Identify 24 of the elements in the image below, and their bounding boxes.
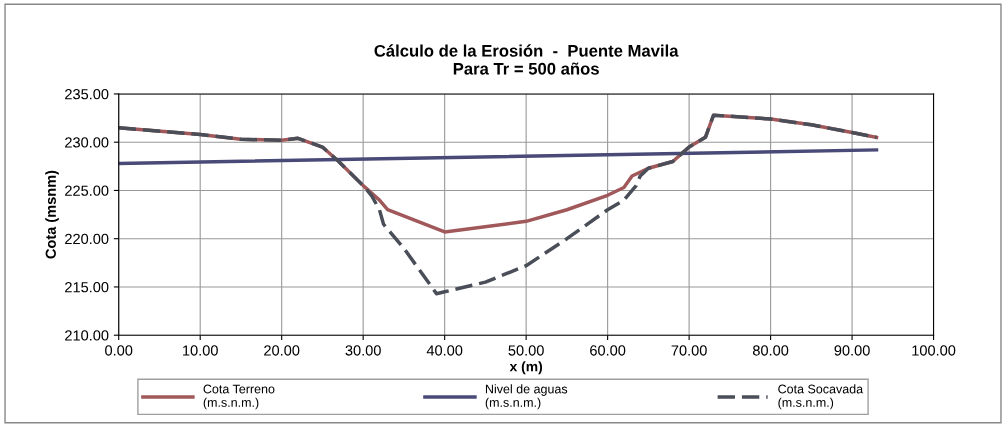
x-tick-label: 30.00 bbox=[345, 345, 381, 356]
x-tick-label: 40.00 bbox=[426, 345, 463, 356]
y-tick-label: 225.00 bbox=[65, 185, 109, 196]
x-tick-label: 80.00 bbox=[752, 345, 789, 356]
legend-label: Nivel de aguas (m.s.n.m.) bbox=[485, 384, 568, 410]
x-tick-label: 0.00 bbox=[105, 345, 133, 356]
y-tick-label: 210.00 bbox=[65, 330, 109, 341]
x-tick-label: 90.00 bbox=[834, 345, 870, 356]
x-tick-label: 100.00 bbox=[912, 345, 956, 356]
legend-label: Cota Socavada (m.s.n.m.) bbox=[778, 384, 864, 410]
x-tick-label: 50.00 bbox=[508, 345, 544, 356]
x-tick-label: 20.00 bbox=[264, 345, 300, 356]
x-tick-label: 10.00 bbox=[183, 345, 218, 356]
line-series bbox=[118, 113, 879, 296]
x-tick-label: 70.00 bbox=[671, 345, 707, 356]
y-axis-title: Cota (msnm) bbox=[45, 170, 59, 259]
y-tick-label: 235.00 bbox=[65, 89, 109, 100]
legend-label: Cota Terreno (m.s.n.m.) bbox=[203, 384, 275, 410]
y-tick-label: 220.00 bbox=[65, 233, 109, 245]
x-axis-title: x (m) bbox=[509, 361, 543, 375]
x-tick-label: 60.00 bbox=[590, 345, 626, 356]
y-tick-label: 230.00 bbox=[65, 137, 109, 148]
chart-title: Cálculo de la Erosión - Puente Mavila Para Tr = 500 años bbox=[374, 44, 679, 75]
y-tick-label: 215.00 bbox=[65, 282, 109, 293]
